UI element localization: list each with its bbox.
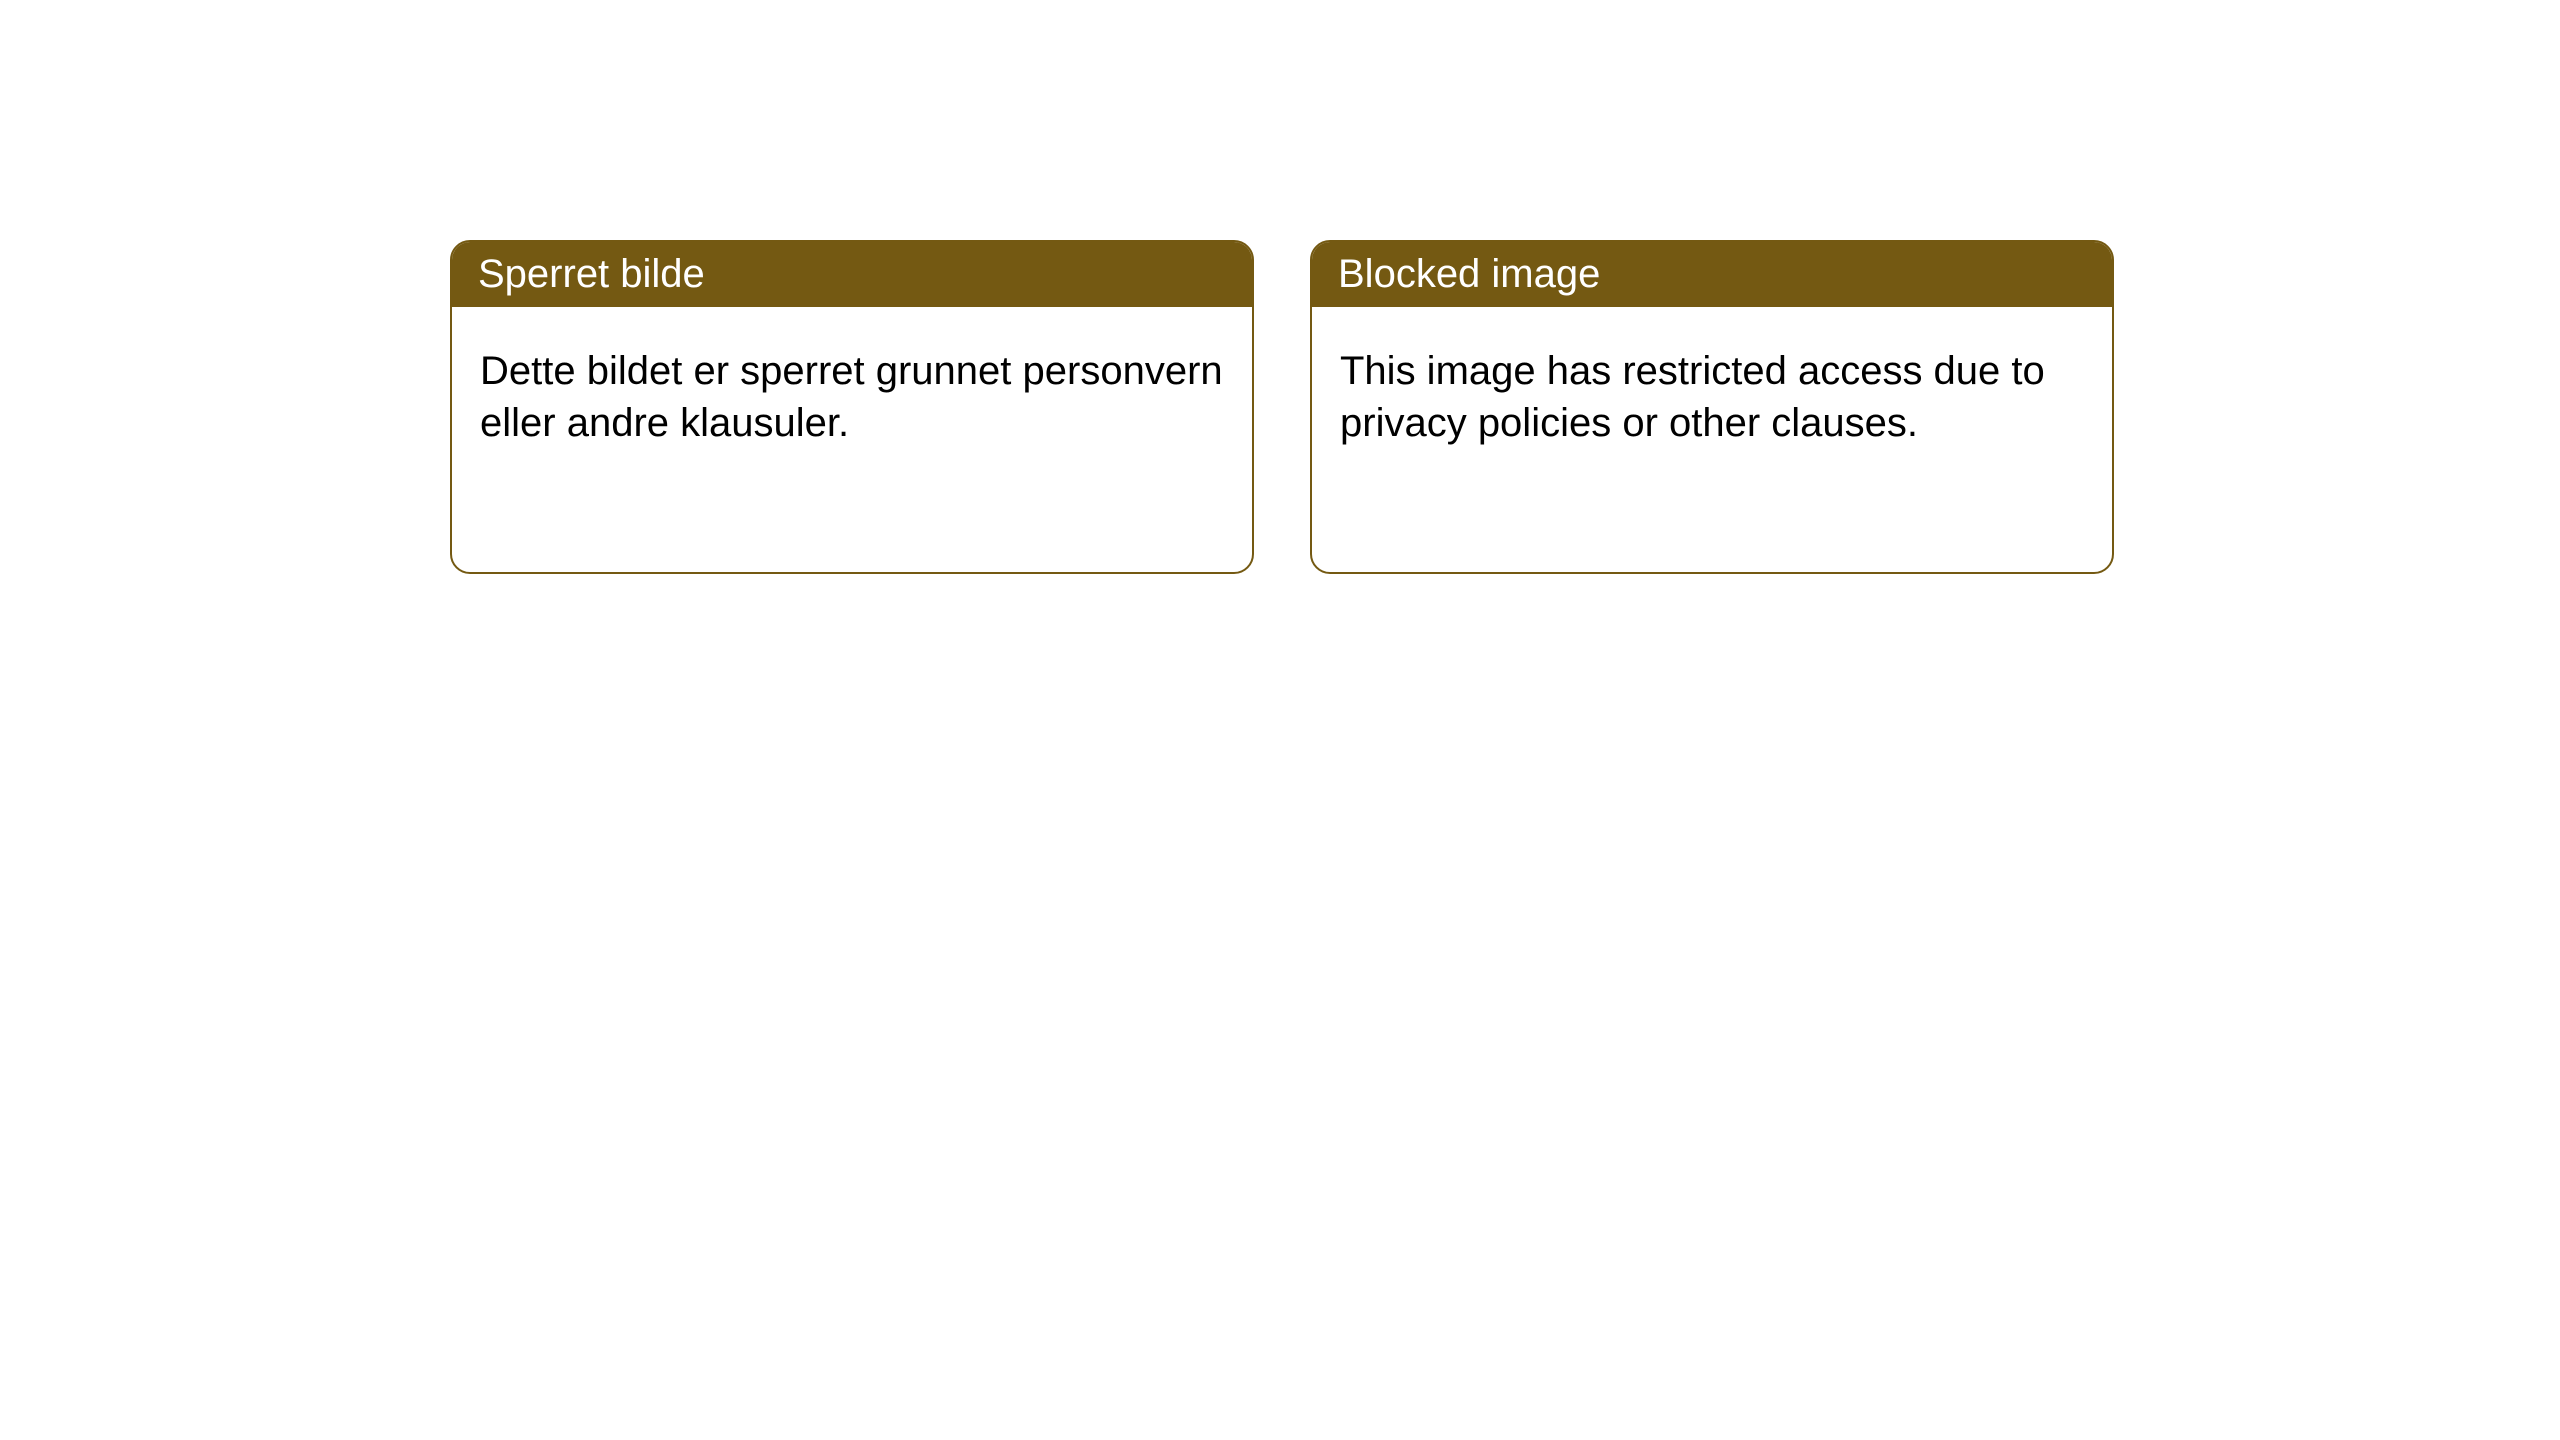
card-header: Blocked image bbox=[1312, 242, 2112, 307]
card-body: This image has restricted access due to … bbox=[1312, 307, 2112, 487]
card-body: Dette bildet er sperret grunnet personve… bbox=[452, 307, 1252, 487]
card-body-text: Dette bildet er sperret grunnet personve… bbox=[480, 349, 1223, 445]
card-body-text: This image has restricted access due to … bbox=[1340, 349, 2045, 445]
notice-cards-container: Sperret bilde Dette bildet er sperret gr… bbox=[0, 0, 2560, 574]
card-title: Sperret bilde bbox=[478, 252, 705, 296]
blocked-image-card-english: Blocked image This image has restricted … bbox=[1310, 240, 2114, 574]
card-title: Blocked image bbox=[1338, 252, 1600, 296]
card-header: Sperret bilde bbox=[452, 242, 1252, 307]
blocked-image-card-norwegian: Sperret bilde Dette bildet er sperret gr… bbox=[450, 240, 1254, 574]
